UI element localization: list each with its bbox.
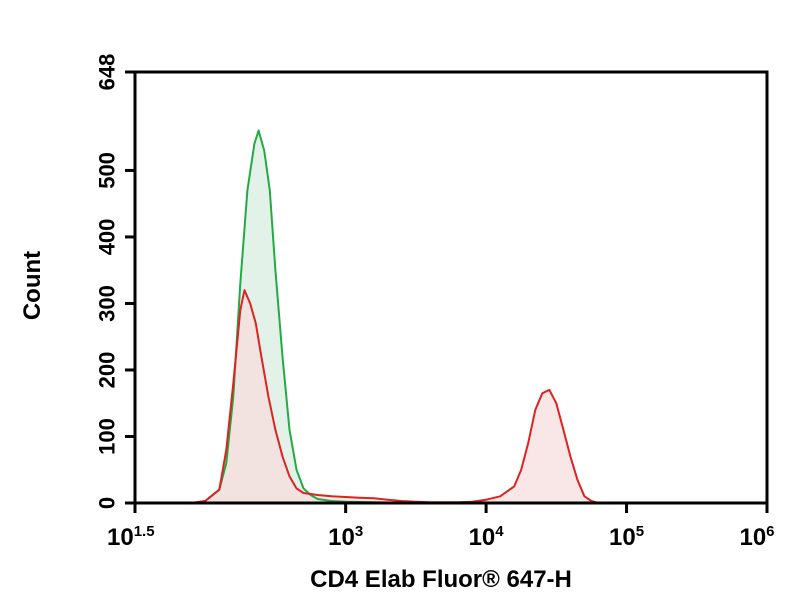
x-tick-label: 106 [739, 523, 774, 551]
histogram-fill-1 [135, 130, 767, 503]
plot-frame [133, 70, 769, 505]
y-tick-label: 100 [95, 418, 120, 455]
x-axis-title: CD4 Elab Fluor® 647-H [310, 566, 572, 593]
y-axis-title: Count [19, 251, 46, 320]
x-axis: 101.5 103 104 105 106 [107, 503, 775, 551]
histogram-fill-2 [135, 290, 767, 503]
x-tick-label: 104 [469, 523, 505, 551]
y-tick-label: 648 [95, 54, 120, 91]
plot-area [135, 129, 767, 504]
y-tick-label: 400 [95, 219, 120, 256]
x-tick-label: 105 [609, 523, 644, 551]
y-tick-label: 0 [95, 497, 120, 509]
histogram-line-1 [135, 129, 767, 504]
histogram-line-2 [135, 289, 767, 504]
y-tick-label: 500 [95, 152, 120, 189]
y-tick-label: 200 [95, 352, 120, 389]
y-tick-label: 300 [95, 285, 120, 322]
y-axis: 0 100 200 300 400 500 648 [95, 54, 135, 509]
x-tick-label: 103 [328, 523, 363, 551]
x-tick-label: 101.5 [107, 523, 155, 551]
